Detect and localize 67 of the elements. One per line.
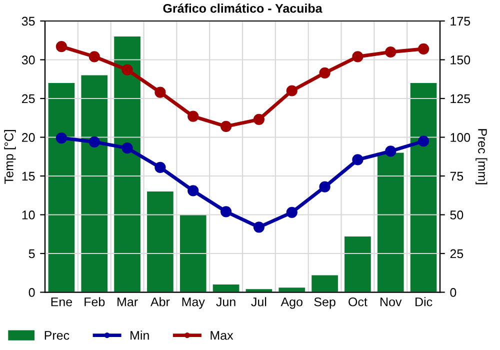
point xyxy=(188,110,199,122)
point xyxy=(56,41,68,52)
legend-label: Max xyxy=(210,331,234,340)
chart-title: Gráfico climático - Yacuiba xyxy=(163,4,322,13)
x-tick-label: Jul xyxy=(251,297,266,306)
x-tick-label: Ene xyxy=(51,298,72,306)
point xyxy=(56,132,68,144)
point xyxy=(253,114,265,125)
point xyxy=(319,67,330,78)
x-tick-label: Abr xyxy=(150,297,170,306)
y-tick-label: 15 xyxy=(22,172,35,181)
x-tick-label: Dic xyxy=(416,297,432,306)
bar xyxy=(48,83,75,292)
y2-tick-label: 25 xyxy=(450,249,464,258)
point xyxy=(88,51,100,62)
point xyxy=(418,136,430,147)
legend-label: Prec xyxy=(44,331,70,340)
point xyxy=(286,85,298,96)
x-tick-label: Feb xyxy=(84,297,105,306)
point xyxy=(188,185,199,196)
y-axis-title: Temp [°C] xyxy=(4,130,16,184)
x-tick-label: May xyxy=(182,298,205,309)
point xyxy=(122,64,133,76)
point xyxy=(122,142,133,154)
x-tick-label: Oct xyxy=(348,297,368,306)
y-tick-label: 30 xyxy=(22,56,35,64)
bar xyxy=(377,152,404,292)
y2-tick-label: 150 xyxy=(450,56,470,64)
bar xyxy=(410,83,437,292)
legend-label: Min xyxy=(130,330,149,340)
y-tick-label: 35 xyxy=(22,16,35,26)
x-tick-label: Nov xyxy=(380,298,402,306)
y-tick-label: 5 xyxy=(28,249,35,258)
y2-tick-label: 0 xyxy=(450,288,456,297)
y-tick-label: 10 xyxy=(22,210,35,220)
x-tick-label: Ago xyxy=(280,298,302,309)
bar xyxy=(114,36,140,292)
y-tick-label: 0 xyxy=(28,288,35,297)
point xyxy=(88,136,100,148)
y2-tick-label: 125 xyxy=(450,94,470,104)
point xyxy=(253,222,265,233)
point xyxy=(385,46,396,58)
y2-tick-label: 75 xyxy=(450,172,464,181)
y2-tick-label: 175 xyxy=(450,16,470,26)
y2-axis-title: Prec [mm] xyxy=(476,129,488,184)
x-tick-label: Jun xyxy=(216,298,236,306)
bar xyxy=(344,236,371,292)
x-tick-label: Mar xyxy=(118,298,138,306)
y-tick-label: 25 xyxy=(22,94,35,104)
y2-tick-label: 100 xyxy=(450,133,470,142)
point xyxy=(319,181,330,192)
point xyxy=(385,146,396,157)
bar xyxy=(81,75,108,292)
bar xyxy=(312,275,338,292)
y2-tick-label: 50 xyxy=(450,210,464,220)
point xyxy=(220,206,232,218)
x-tick-label: Sep xyxy=(314,297,336,309)
bar xyxy=(147,192,174,292)
point xyxy=(418,43,430,54)
point xyxy=(154,162,166,174)
point xyxy=(220,120,232,132)
point xyxy=(352,51,364,62)
point xyxy=(352,154,364,166)
y-tick-label: 20 xyxy=(22,133,35,142)
point xyxy=(286,206,298,218)
bar xyxy=(180,214,206,292)
point xyxy=(154,86,166,98)
